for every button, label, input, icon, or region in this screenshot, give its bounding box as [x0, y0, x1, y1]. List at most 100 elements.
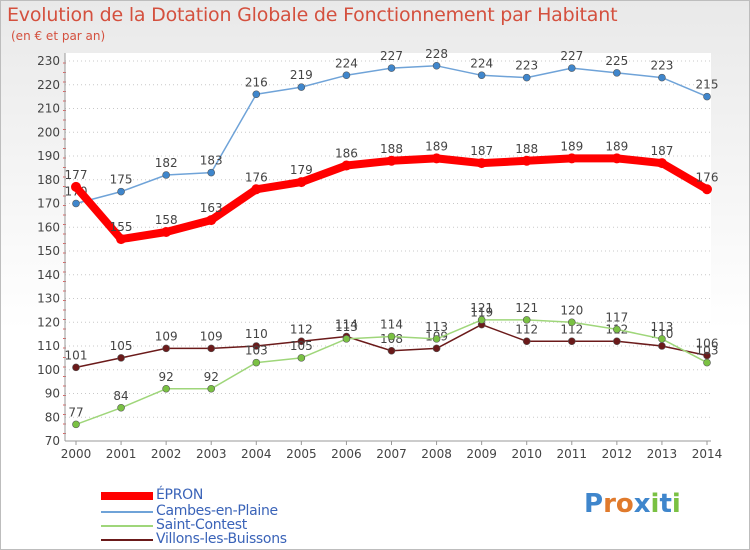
data-point — [116, 234, 127, 245]
data-label: 121 — [470, 301, 493, 315]
data-point — [387, 64, 396, 72]
data-label: 121 — [515, 301, 538, 315]
data-point — [162, 344, 170, 353]
data-label: 155 — [110, 220, 133, 234]
legend-label-saint-contest: Saint-Contest — [156, 517, 247, 533]
data-point — [522, 316, 531, 324]
x-tick-label: 2010 — [511, 447, 542, 461]
data-point — [477, 316, 486, 324]
data-point — [658, 335, 666, 343]
data-point — [207, 384, 216, 393]
data-label: 186 — [335, 147, 358, 161]
data-point — [341, 160, 352, 171]
data-label: 227 — [380, 49, 403, 63]
legend-label-villons: Villons-les-Buissons — [156, 531, 287, 547]
data-point — [611, 153, 622, 164]
data-label: 224 — [335, 56, 358, 70]
data-label: 189 — [425, 139, 448, 153]
data-label: 224 — [470, 56, 493, 70]
data-label: 163 — [200, 201, 223, 215]
data-point — [206, 215, 217, 226]
data-label: 113 — [335, 320, 358, 334]
data-point — [613, 69, 621, 77]
data-label: 119 — [470, 306, 493, 320]
data-point — [72, 199, 80, 208]
legend-swatch-saint-contest — [101, 525, 153, 527]
data-point — [387, 332, 396, 341]
x-tick-label: 2001 — [106, 447, 137, 461]
data-point — [703, 358, 711, 367]
data-point — [387, 346, 396, 355]
data-label: 215 — [696, 78, 719, 92]
data-label: 188 — [515, 142, 538, 156]
data-label: 228 — [425, 47, 448, 61]
data-point — [71, 181, 81, 192]
data-point — [117, 403, 125, 412]
data-label: 179 — [290, 163, 313, 177]
data-label: 120 — [560, 303, 583, 317]
y-tick-label: 100 — [37, 363, 60, 377]
data-point — [117, 187, 125, 196]
data-label: 176 — [245, 170, 268, 184]
y-tick-label: 110 — [37, 339, 60, 353]
x-tick-label: 2006 — [331, 447, 362, 461]
data-label: 114 — [335, 318, 358, 332]
data-point — [252, 342, 261, 350]
y-tick-label: 220 — [37, 78, 60, 92]
data-label: 183 — [200, 154, 223, 168]
data-label: 189 — [605, 139, 628, 153]
x-tick-label: 2007 — [376, 447, 407, 461]
data-point — [656, 158, 667, 169]
data-label: 187 — [650, 144, 673, 158]
data-label: 105 — [110, 339, 133, 353]
y-tick-label: 80 — [45, 410, 60, 424]
data-point — [72, 363, 80, 372]
data-label: 227 — [560, 49, 583, 63]
y-tick-label: 120 — [37, 315, 60, 329]
data-point — [251, 184, 262, 195]
x-tick-label: 2000 — [61, 447, 92, 461]
logo-letter: r — [603, 489, 616, 519]
data-label: 101 — [65, 348, 88, 362]
data-label: 106 — [696, 337, 719, 351]
y-tick-label: 140 — [37, 268, 60, 282]
data-point — [342, 335, 351, 343]
data-point — [297, 83, 306, 91]
legend-swatch-epron — [101, 492, 153, 500]
chart-title: Evolution de la Dotation Globale de Fonc… — [7, 4, 618, 26]
data-point — [566, 153, 577, 164]
x-tick-label: 2003 — [196, 447, 227, 461]
data-label: 176 — [696, 170, 719, 184]
y-tick-label: 150 — [37, 244, 60, 258]
data-point — [162, 171, 170, 179]
data-label: 105 — [290, 339, 313, 353]
y-tick-label: 130 — [37, 292, 60, 306]
data-point — [297, 354, 306, 362]
data-point — [567, 318, 576, 327]
logo-letter: t — [659, 489, 672, 519]
data-label: 177 — [65, 168, 88, 182]
data-point — [476, 158, 487, 169]
data-point — [658, 73, 666, 82]
series--pron: 177 155 158 163 176 179 186 188 189 187 188 189 189 1… — [65, 139, 719, 245]
data-label: 103 — [245, 344, 268, 358]
data-label: 189 — [560, 139, 583, 153]
data-label: 112 — [515, 322, 538, 336]
data-point — [207, 344, 216, 353]
data-point — [117, 354, 125, 362]
data-point — [567, 337, 576, 346]
data-label: 92 — [204, 370, 219, 384]
data-point — [207, 168, 216, 177]
x-tick-label: 2009 — [466, 447, 497, 461]
data-point — [296, 177, 307, 188]
series-cambes-en-plaine: 1701751821832162192242272282242232272252… — [65, 47, 719, 208]
data-label: 77 — [68, 405, 83, 419]
data-point — [252, 90, 261, 99]
data-label: 188 — [380, 142, 403, 156]
x-tick-label: 2008 — [421, 447, 452, 461]
x-tick-label: 2014 — [692, 447, 723, 461]
data-point — [613, 325, 621, 334]
data-point — [703, 92, 711, 101]
x-tick-label: 2013 — [647, 447, 678, 461]
x-tick-label: 2005 — [286, 447, 317, 461]
